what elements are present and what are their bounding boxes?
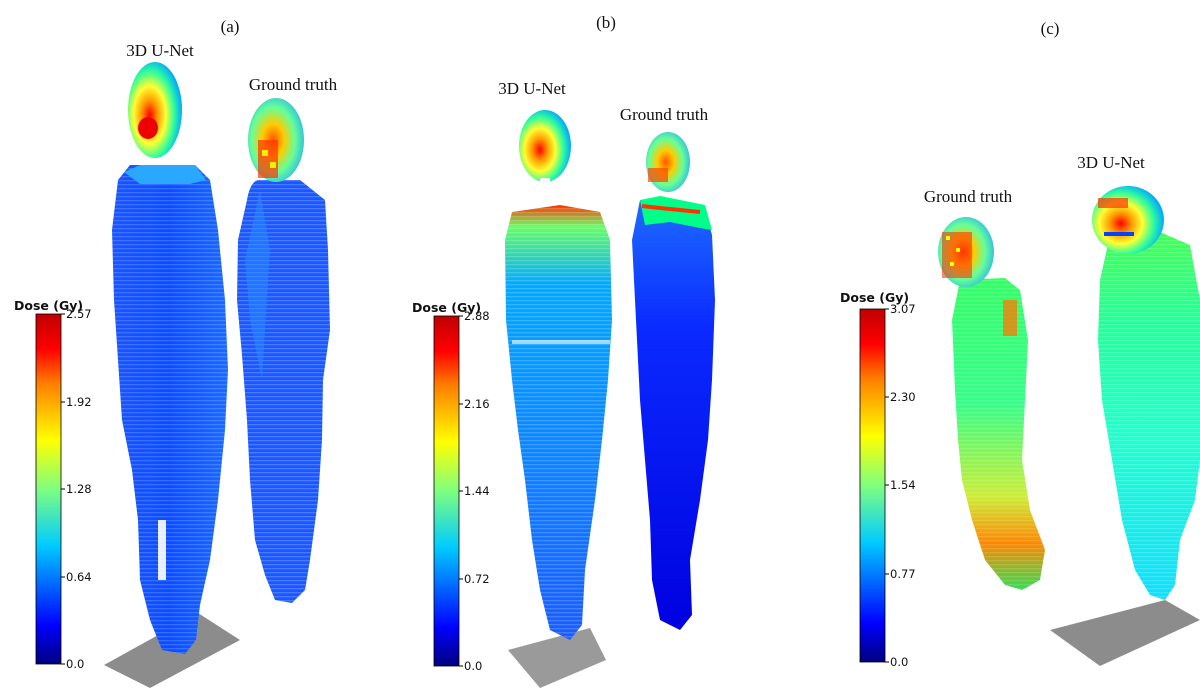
colorbar-gradient-a (35, 313, 62, 665)
colorbar-b-tick: 2.16 (464, 397, 490, 411)
figure-b-ground-truth (632, 132, 715, 630)
colorbar-a-tick: 0.64 (66, 570, 92, 584)
floor-plate (508, 628, 606, 688)
colorbar-b: Dose (Gy) 2.88 2.16 1.44 0.72 0.0 (412, 300, 490, 673)
colorbar-c-tick: 1.54 (890, 478, 916, 492)
panel-b: (b) 3D U-Net Ground truth Dose (Gy) (412, 13, 715, 688)
label-a-ground-truth: Ground truth (249, 75, 338, 94)
colorbar-c-tick: 2.30 (890, 390, 916, 404)
label-a-unet: 3D U-Net (126, 41, 194, 60)
label-c-unet: 3D U-Net (1077, 153, 1145, 172)
colorbar-c-tick: 0.77 (890, 567, 916, 581)
figure-a-unet (112, 62, 228, 654)
figure-a-ground-truth (237, 98, 330, 603)
figure-c-ground-truth (938, 217, 1045, 590)
colorbar-a-tick: 1.28 (66, 482, 92, 496)
colorbar-a-tick: 1.92 (66, 395, 92, 409)
figure-b-unet (505, 110, 612, 640)
floor-plate (1050, 600, 1200, 666)
panel-letter-c: (c) (1041, 19, 1060, 38)
colorbar-c-tick: 0.0 (890, 655, 908, 669)
colorbar-a-tick: 0.0 (66, 657, 84, 671)
colorbar-b-tick: 0.0 (464, 659, 482, 673)
colorbar-c: Dose (Gy) 3.07 2.30 1.54 0.77 0.0 (840, 290, 916, 669)
figure-c-unet (1092, 186, 1200, 600)
colorbar-a: Dose (Gy) 2.57 1.92 1.28 0.64 0.0 (14, 298, 92, 671)
colorbar-gradient-c (859, 308, 886, 663)
colorbar-title-b: Dose (Gy) (412, 300, 481, 315)
colorbar-c-tick: 3.07 (890, 302, 916, 316)
colorbar-b-tick: 0.72 (464, 572, 490, 586)
colorbar-gradient-b (433, 315, 460, 667)
label-b-ground-truth: Ground truth (620, 105, 709, 124)
colorbar-title-a: Dose (Gy) (14, 298, 83, 313)
colorbar-title-c: Dose (Gy) (840, 290, 909, 305)
panel-c: (c) Ground truth 3D U-Net Dose (Gy) (840, 19, 1200, 669)
panel-a: (a) 3D U-Net Ground truth Dose (Gy) (14, 17, 338, 688)
label-b-unet: 3D U-Net (498, 79, 566, 98)
colorbar-b-tick: 2.88 (464, 309, 490, 323)
panel-letter-b: (b) (596, 13, 616, 32)
panel-letter-a: (a) (221, 17, 240, 36)
colorbar-a-tick: 2.57 (66, 307, 92, 321)
colorbar-b-tick: 1.44 (464, 484, 490, 498)
label-c-ground-truth: Ground truth (924, 187, 1013, 206)
